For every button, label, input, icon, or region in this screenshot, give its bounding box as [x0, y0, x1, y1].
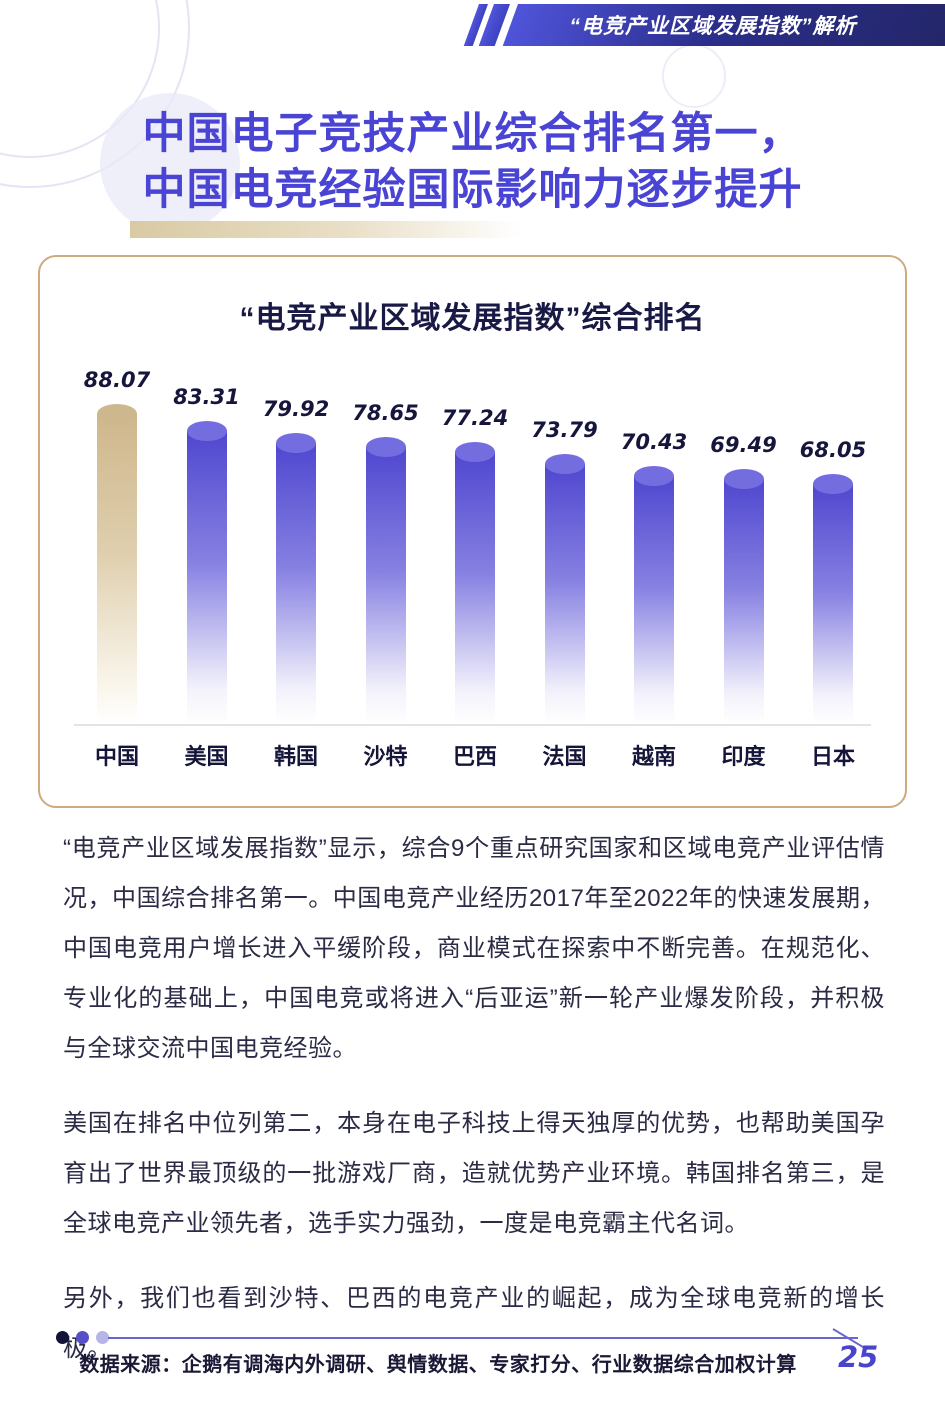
bar-value-0: 88.07: [83, 368, 151, 392]
bar-cap-3: [365, 437, 406, 457]
header-banner: “电竞产业区域发展指数”解析: [502, 4, 945, 46]
footer-dot-1: [56, 1331, 69, 1344]
body-text: “电竞产业区域发展指数”显示，综合9个重点研究国家和区域电竞产业评估情况，中国综…: [63, 824, 885, 1399]
bar-label-2: 韩国: [273, 744, 318, 769]
bar-value-1: 83.31: [173, 385, 240, 409]
bar-0: [97, 414, 137, 724]
bar-cap-8: [813, 474, 853, 494]
bar-value-6: 70.43: [620, 430, 688, 454]
bar-label-3: 沙特: [363, 744, 408, 769]
paragraph-3: 另外，我们也看到沙特、巴西的电竞产业的崛起，成为全球电竞新的增长极。: [63, 1285, 885, 1362]
bar-value-2: 79.92: [262, 397, 330, 421]
bar-5: [544, 464, 585, 724]
bar-value-4: 77.24: [441, 406, 509, 430]
bar-label-0: 中国: [94, 744, 139, 769]
bar-cap-1: [186, 421, 227, 441]
page-title: 中国电子竞技产业综合排名第一， 中国电竞经验国际影响力逐步提升: [50, 106, 895, 218]
bar-7: [723, 479, 764, 724]
footer-dot-3: [96, 1331, 109, 1344]
bar-cap-7: [723, 469, 764, 489]
bar-6: [634, 476, 674, 724]
footer-dot-2: [76, 1331, 89, 1344]
bar-label-4: 巴西: [452, 744, 497, 769]
bar-cap-2: [276, 433, 316, 453]
paragraph-2: 美国在排名中位列第二，本身在电子科技上得天独厚的优势，也帮助美国孕育出了世界最顶…: [63, 1110, 885, 1237]
bar-2: [276, 443, 316, 724]
bar-label-1: 美国: [184, 744, 229, 769]
bar-label-7: 印度: [721, 744, 766, 769]
decor-circle-filled: [100, 93, 240, 233]
bar-value-5: 73.79: [531, 418, 598, 442]
footer-divider-line: [108, 1337, 858, 1339]
page-number: 25: [838, 1340, 879, 1374]
decor-ring-small: [662, 44, 726, 108]
bar-4: [455, 452, 495, 724]
data-source-note: 数据来源：企鹅有调海内外调研、舆情数据、专家打分、行业数据综合加权计算: [79, 1354, 797, 1376]
bar-value-7: 69.49: [710, 433, 777, 457]
bar-chart: 88.07 中国 83.31 美国 79.92 韩国 78.65 沙特 77.24 巴西 73.79…: [40, 257, 905, 806]
bar-cap-0: [97, 404, 137, 424]
title-highlight-bar: [130, 221, 522, 238]
bar-value-3: 78.65: [352, 401, 419, 425]
bar-label-8: 日本: [810, 744, 855, 769]
chart-card: “电竞产业区域发展指数”综合排名 88.07 中国 83.31 美国 79.92 韩国 78…: [38, 255, 907, 808]
bar-cap-5: [544, 454, 585, 474]
bar-8: [813, 484, 853, 724]
bar-cap-4: [455, 442, 495, 462]
page-title-line1: 中国电子竞技产业综合排名第一，: [142, 110, 803, 158]
bar-3: [365, 447, 406, 724]
bar-label-6: 越南: [631, 744, 676, 769]
chart-title: “电竞产业区域发展指数”综合排名: [239, 302, 706, 335]
bar-1: [186, 431, 227, 724]
header-banner-label: “电竞产业区域发展指数”解析: [569, 15, 857, 38]
chart-baseline: [74, 724, 871, 726]
bar-value-8: 68.05: [799, 438, 867, 462]
page-title-line2: 中国电竞经验国际影响力逐步提升: [142, 166, 803, 214]
paragraph-1: “电竞产业区域发展指数”显示，综合9个重点研究国家和区域电竞产业评估情况，中国综…: [63, 835, 885, 1062]
bar-cap-6: [634, 466, 674, 486]
bar-label-5: 法国: [542, 744, 587, 769]
